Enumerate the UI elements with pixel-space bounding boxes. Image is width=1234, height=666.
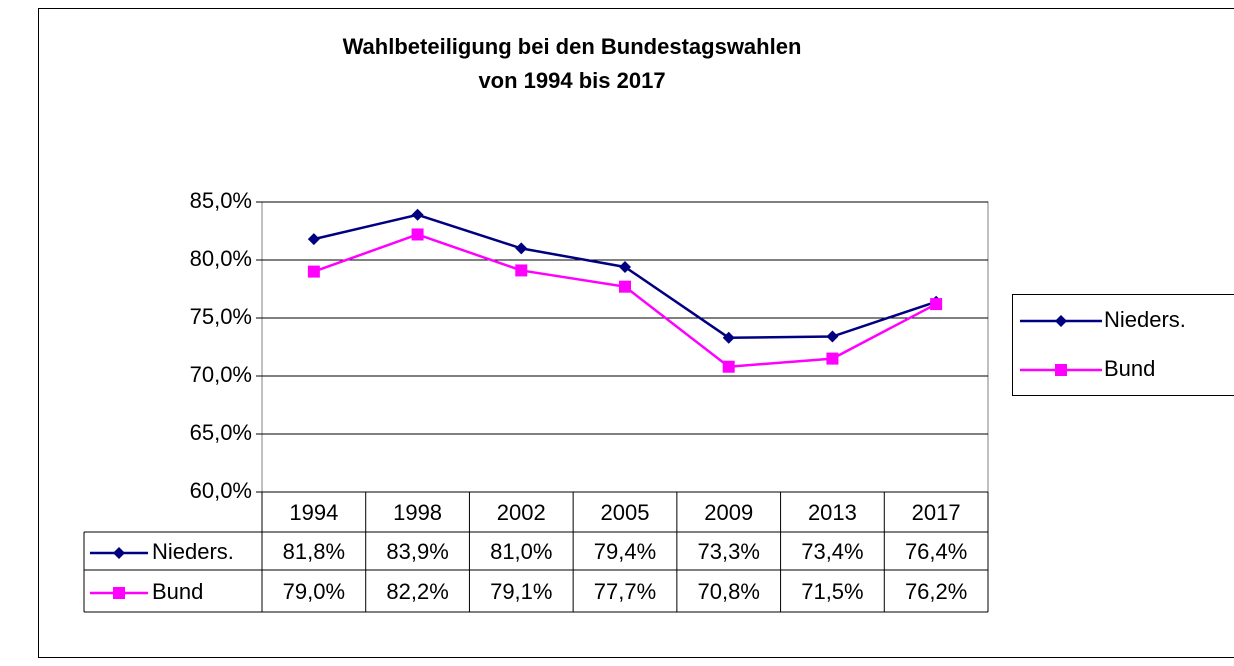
value-label: 76,2% — [905, 579, 967, 604]
data-point — [411, 208, 424, 221]
data-point — [930, 298, 943, 311]
legend-label: Bund — [1104, 356, 1155, 381]
x-tick-label: 2009 — [704, 500, 753, 525]
value-label: 79,0% — [283, 579, 345, 604]
data-point — [307, 233, 320, 246]
x-tick-label: 1998 — [393, 500, 442, 525]
x-tick-label: 2005 — [601, 500, 650, 525]
data-point — [411, 228, 424, 241]
y-tick-label: 65,0% — [190, 420, 252, 445]
legend-marker — [1055, 364, 1067, 376]
value-label: 70,8% — [698, 579, 760, 604]
value-label: 76,4% — [905, 539, 967, 564]
value-label: 79,1% — [490, 579, 552, 604]
x-tick-label: 2017 — [912, 500, 961, 525]
table-key-marker — [113, 547, 125, 559]
y-tick-label: 60,0% — [190, 478, 252, 503]
legend-marker — [1055, 315, 1067, 327]
value-label: 81,8% — [283, 539, 345, 564]
data-point — [307, 265, 320, 278]
x-tick-label: 2013 — [808, 500, 857, 525]
value-label: 77,7% — [594, 579, 656, 604]
y-tick-label: 70,0% — [190, 362, 252, 387]
value-label: 79,4% — [594, 539, 656, 564]
value-label: 73,3% — [698, 539, 760, 564]
data-point — [619, 280, 631, 293]
x-tick-label: 2002 — [497, 500, 546, 525]
value-label: 73,4% — [801, 539, 863, 564]
value-label: 83,9% — [386, 539, 448, 564]
y-tick-label: 80,0% — [190, 246, 252, 271]
chart-title: Wahlbeteiligung bei den Bundestagswahlen — [343, 34, 802, 59]
y-tick-label: 75,0% — [190, 304, 252, 329]
value-label: 81,0% — [490, 539, 552, 564]
data-point — [826, 352, 839, 365]
plot-area — [261, 201, 989, 493]
table-row-label: Bund — [152, 579, 203, 604]
table-key-marker — [113, 587, 125, 599]
data-point — [722, 360, 735, 373]
legend — [1012, 294, 1234, 396]
data-point — [515, 264, 528, 277]
data-point — [826, 330, 839, 343]
legend-label: Nieders. — [1104, 307, 1186, 332]
value-label: 71,5% — [801, 579, 863, 604]
data-point — [515, 242, 528, 255]
data-point — [722, 331, 735, 344]
data-point — [619, 260, 631, 273]
value-label: 82,2% — [386, 579, 448, 604]
chart-subtitle: von 1994 bis 2017 — [478, 68, 665, 93]
y-tick-label: 85,0% — [190, 188, 252, 213]
table-row-label: Nieders. — [152, 539, 234, 564]
x-tick-label: 1994 — [289, 500, 338, 525]
